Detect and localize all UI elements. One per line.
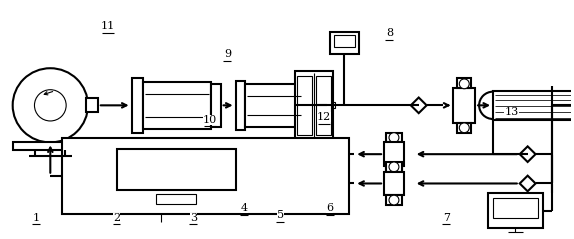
- Bar: [211, 84, 220, 127]
- Bar: [131, 78, 144, 133]
- Circle shape: [34, 90, 66, 121]
- Text: 3: 3: [189, 212, 197, 223]
- Bar: [295, 71, 332, 140]
- Polygon shape: [411, 98, 426, 113]
- Circle shape: [479, 92, 507, 119]
- Bar: [333, 35, 355, 47]
- Bar: [13, 142, 88, 150]
- Polygon shape: [519, 146, 536, 162]
- Text: 6: 6: [326, 203, 333, 213]
- Text: 9: 9: [224, 49, 231, 59]
- Circle shape: [389, 162, 399, 172]
- Circle shape: [459, 79, 469, 89]
- Ellipse shape: [303, 84, 331, 127]
- Text: 1: 1: [32, 212, 39, 223]
- Bar: [246, 84, 303, 127]
- Text: 2: 2: [113, 212, 120, 223]
- Bar: [62, 138, 350, 214]
- Bar: [297, 76, 312, 135]
- Text: 5: 5: [277, 210, 284, 220]
- Circle shape: [459, 123, 469, 133]
- Text: 12: 12: [317, 112, 331, 122]
- Bar: [488, 193, 542, 228]
- Text: 4: 4: [241, 203, 248, 213]
- Bar: [316, 76, 331, 135]
- Bar: [457, 78, 471, 88]
- Bar: [86, 98, 98, 112]
- Bar: [235, 81, 246, 130]
- Circle shape: [13, 68, 88, 142]
- Circle shape: [389, 133, 399, 142]
- Bar: [144, 82, 211, 129]
- Bar: [386, 162, 402, 172]
- Bar: [384, 172, 404, 195]
- Circle shape: [389, 195, 399, 205]
- Bar: [117, 149, 235, 190]
- Text: 13: 13: [505, 108, 519, 118]
- Bar: [453, 88, 475, 123]
- Polygon shape: [519, 176, 536, 191]
- Circle shape: [389, 166, 399, 176]
- Bar: [327, 102, 335, 108]
- Bar: [386, 166, 402, 176]
- Bar: [386, 133, 402, 142]
- Bar: [457, 123, 471, 133]
- Bar: [384, 142, 404, 166]
- Text: 11: 11: [101, 21, 115, 31]
- Text: 7: 7: [443, 212, 449, 223]
- Bar: [156, 194, 196, 204]
- Bar: [329, 32, 359, 54]
- Text: 10: 10: [203, 114, 218, 125]
- Text: 8: 8: [386, 28, 393, 38]
- Bar: [493, 91, 574, 120]
- Bar: [386, 195, 402, 205]
- Bar: [493, 198, 538, 218]
